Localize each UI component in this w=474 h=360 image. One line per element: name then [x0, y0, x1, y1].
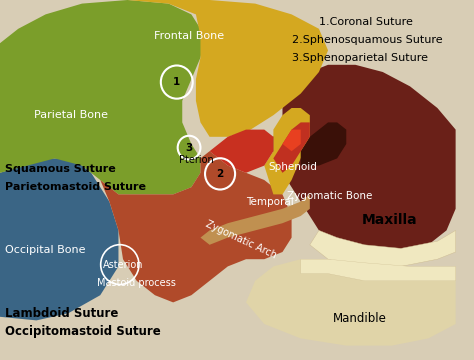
Text: Sphenoid: Sphenoid — [269, 162, 318, 172]
Text: 1: 1 — [173, 77, 181, 87]
Polygon shape — [210, 130, 273, 173]
Polygon shape — [273, 65, 456, 252]
Text: Parietomastoid Suture: Parietomastoid Suture — [5, 182, 146, 192]
Polygon shape — [310, 230, 456, 266]
Polygon shape — [0, 158, 118, 320]
Polygon shape — [0, 0, 205, 194]
Polygon shape — [100, 151, 292, 302]
Polygon shape — [264, 108, 310, 194]
Polygon shape — [301, 122, 346, 166]
Text: Maxilla: Maxilla — [362, 213, 418, 226]
Text: Frontal Bone: Frontal Bone — [154, 31, 224, 41]
Polygon shape — [273, 122, 310, 173]
Text: 2: 2 — [217, 169, 224, 179]
Text: Occipitomastoid Suture: Occipitomastoid Suture — [5, 325, 160, 338]
Text: Zygomatic Arch: Zygomatic Arch — [204, 219, 279, 260]
Text: 3: 3 — [185, 143, 193, 153]
Polygon shape — [128, 0, 328, 137]
Text: Pterion: Pterion — [179, 155, 213, 165]
Text: Parietal Bone: Parietal Bone — [34, 110, 108, 120]
Text: Lambdoid Suture: Lambdoid Suture — [5, 307, 118, 320]
Text: 2.Sphenosquamous Suture: 2.Sphenosquamous Suture — [292, 35, 442, 45]
Text: Occipital Bone: Occipital Bone — [5, 245, 85, 255]
Text: Asterion: Asterion — [103, 260, 143, 270]
Text: Squamous Suture: Squamous Suture — [5, 164, 115, 174]
Text: Mastoid process: Mastoid process — [97, 278, 176, 288]
Text: Temporal: Temporal — [246, 197, 294, 207]
Polygon shape — [301, 259, 456, 281]
Text: 3.Sphenoparietal Suture: 3.Sphenoparietal Suture — [292, 53, 428, 63]
Text: Mandible: Mandible — [333, 312, 387, 325]
Polygon shape — [283, 130, 301, 151]
Text: Zygomatic Bone: Zygomatic Bone — [287, 191, 373, 201]
Text: 1.Coronal Suture: 1.Coronal Suture — [319, 17, 413, 27]
Polygon shape — [246, 259, 456, 346]
Polygon shape — [201, 194, 310, 245]
